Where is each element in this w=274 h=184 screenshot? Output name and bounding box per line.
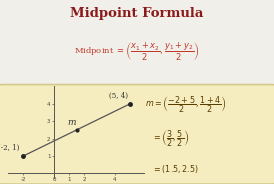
Text: $=(1.5, 2.5)$: $=(1.5, 2.5)$ (152, 163, 198, 175)
Text: Midpoint $= \left(\dfrac{x_1+x_2}{2},\dfrac{y_1+y_2}{2}\right)$: Midpoint $= \left(\dfrac{x_1+x_2}{2},\df… (74, 40, 200, 63)
Text: (5, 4): (5, 4) (110, 92, 129, 100)
FancyBboxPatch shape (0, 85, 274, 184)
Text: Midpoint Formula: Midpoint Formula (70, 7, 204, 20)
Text: $m=\left(\dfrac{-2+5}{2},\dfrac{1+4}{2}\right)$: $m=\left(\dfrac{-2+5}{2},\dfrac{1+4}{2}\… (145, 94, 227, 114)
Text: $=\left(\dfrac{3}{2},\dfrac{5}{2}\right)$: $=\left(\dfrac{3}{2},\dfrac{5}{2}\right)… (152, 129, 189, 149)
Text: m: m (68, 118, 76, 127)
Text: (-2, 1): (-2, 1) (0, 144, 20, 152)
